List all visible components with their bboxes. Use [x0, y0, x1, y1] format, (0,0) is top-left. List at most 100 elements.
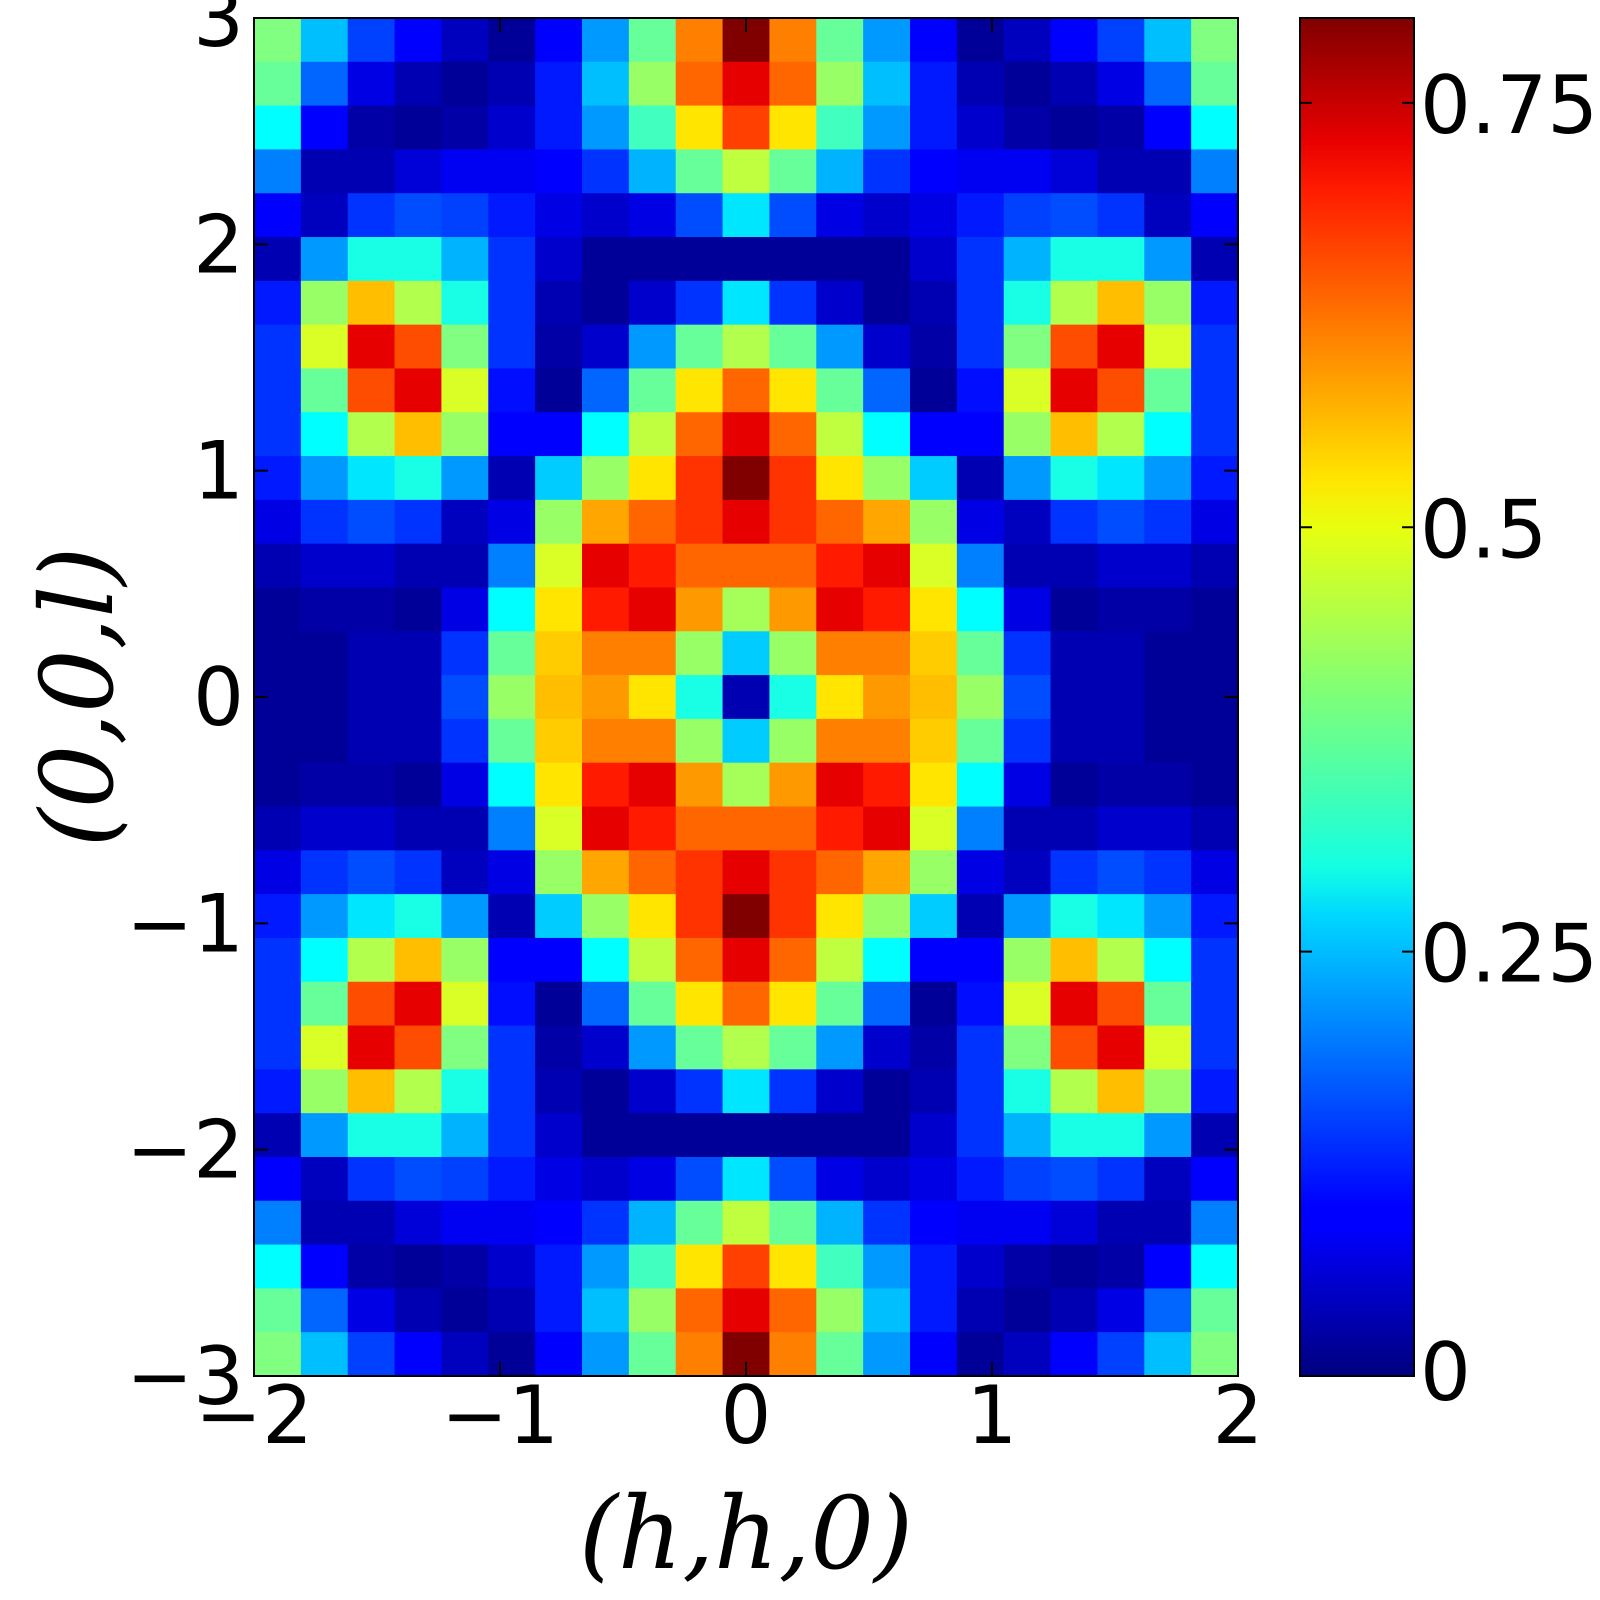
heatmap-cell [956, 324, 1005, 370]
heatmap-cell [254, 324, 302, 370]
heatmap-cell [300, 324, 349, 370]
heatmap-cell [769, 237, 817, 282]
heatmap-cell [956, 587, 1005, 632]
heatmap-cell [254, 1156, 302, 1202]
heatmap-cell [347, 237, 396, 282]
heatmap-cell [1003, 587, 1052, 632]
heatmap-cell [816, 1200, 864, 1246]
heatmap-cell [1050, 1069, 1099, 1114]
heatmap-cell [1144, 937, 1192, 983]
heatmap-cell [394, 1025, 443, 1070]
heatmap-cell [675, 61, 724, 107]
heatmap-cell [394, 762, 443, 808]
heatmap-cell [816, 1288, 864, 1333]
heatmap-cell [722, 1025, 771, 1070]
heatmap-cell [1097, 981, 1145, 1027]
heatmap-cell [441, 543, 489, 589]
heatmap-cell [394, 237, 443, 282]
heatmap-cell [863, 456, 911, 501]
heatmap-cell [1097, 105, 1145, 151]
heatmap-cell [675, 1156, 724, 1202]
heatmap-cell [1050, 631, 1099, 676]
heatmap-cell [816, 193, 864, 238]
heatmap-cell [769, 105, 817, 151]
heatmap-cell [816, 981, 864, 1027]
heatmap-cell [910, 937, 958, 983]
heatmap-cell [535, 850, 583, 895]
heatmap-cell [1144, 149, 1192, 194]
heatmap-cell [347, 1200, 396, 1246]
heatmap-cell [675, 412, 724, 457]
heatmap-cell [675, 193, 724, 238]
heatmap-cell [300, 1069, 349, 1114]
heatmap-cell [863, 18, 911, 63]
heatmap-cell [863, 280, 911, 326]
heatmap-cell [394, 1200, 443, 1246]
heatmap-cell [722, 412, 771, 457]
heatmap-cell [394, 61, 443, 107]
heatmap-cell [441, 1244, 489, 1289]
heatmap-cell [300, 193, 349, 238]
heatmap-cell [1050, 1025, 1099, 1070]
heatmap-cell [910, 280, 958, 326]
heatmap-cell [675, 368, 724, 413]
heatmap-cell [1144, 456, 1192, 501]
heatmap-cell [582, 850, 630, 895]
heatmap-cell [1144, 1069, 1192, 1114]
heatmap-cell [254, 1025, 302, 1070]
heatmap-cell [863, 1332, 911, 1377]
heatmap-cell [254, 193, 302, 238]
heatmap-cell [1050, 499, 1099, 545]
heatmap-cell [535, 587, 583, 632]
heatmap-cell [347, 456, 396, 501]
heatmap-cell [863, 937, 911, 983]
heatmap-cell [910, 1025, 958, 1070]
heatmap-cell [488, 718, 536, 764]
heatmap-cell [769, 456, 817, 501]
heatmap-cell [675, 1200, 724, 1246]
heatmap-cell [675, 18, 724, 63]
heatmap-cell [1191, 1332, 1239, 1377]
heatmap-cell [1050, 456, 1099, 501]
heatmap-cell [535, 18, 583, 63]
heatmap-cell [582, 149, 630, 194]
heatmap-cell [722, 105, 771, 151]
heatmap-cell [1050, 587, 1099, 632]
heatmap-cell [1144, 18, 1192, 63]
heatmap-cell [1050, 368, 1099, 413]
heatmap-cell [300, 981, 349, 1027]
heatmap-cell [347, 1244, 396, 1289]
heatmap-cell [722, 675, 771, 720]
heatmap-cell [816, 1244, 864, 1289]
heatmap-cell [956, 1025, 1005, 1070]
heatmap-cell [488, 1288, 536, 1333]
heatmap-cell [488, 1113, 536, 1158]
heatmap-cell [488, 237, 536, 282]
heatmap-cell [394, 499, 443, 545]
heatmap-cell [910, 675, 958, 720]
heatmap-cell [441, 806, 489, 851]
heatmap-cell [628, 1332, 677, 1377]
heatmap-cell [1097, 1200, 1145, 1246]
heatmap-cell [910, 368, 958, 413]
heatmap-cell [535, 1332, 583, 1377]
heatmap-cell [254, 894, 302, 939]
heatmap-cell [863, 412, 911, 457]
heatmap-cell [722, 631, 771, 676]
heatmap-cell [628, 368, 677, 413]
heatmap-cell [1191, 499, 1239, 545]
heatmap-cell [582, 981, 630, 1027]
heatmap-cell [1191, 587, 1239, 632]
heatmap-cell [956, 149, 1005, 194]
heatmap-cell [1097, 456, 1145, 501]
heatmap-cell [769, 981, 817, 1027]
heatmap-cell [863, 105, 911, 151]
heatmap-cell [1097, 237, 1145, 282]
heatmap-cell [300, 499, 349, 545]
heatmap-cell [769, 1156, 817, 1202]
heatmap-cell [1191, 61, 1239, 107]
heatmap-cell [582, 1288, 630, 1333]
heatmap-cell [441, 18, 489, 63]
heatmap-cell [675, 587, 724, 632]
heatmap-cell [769, 193, 817, 238]
